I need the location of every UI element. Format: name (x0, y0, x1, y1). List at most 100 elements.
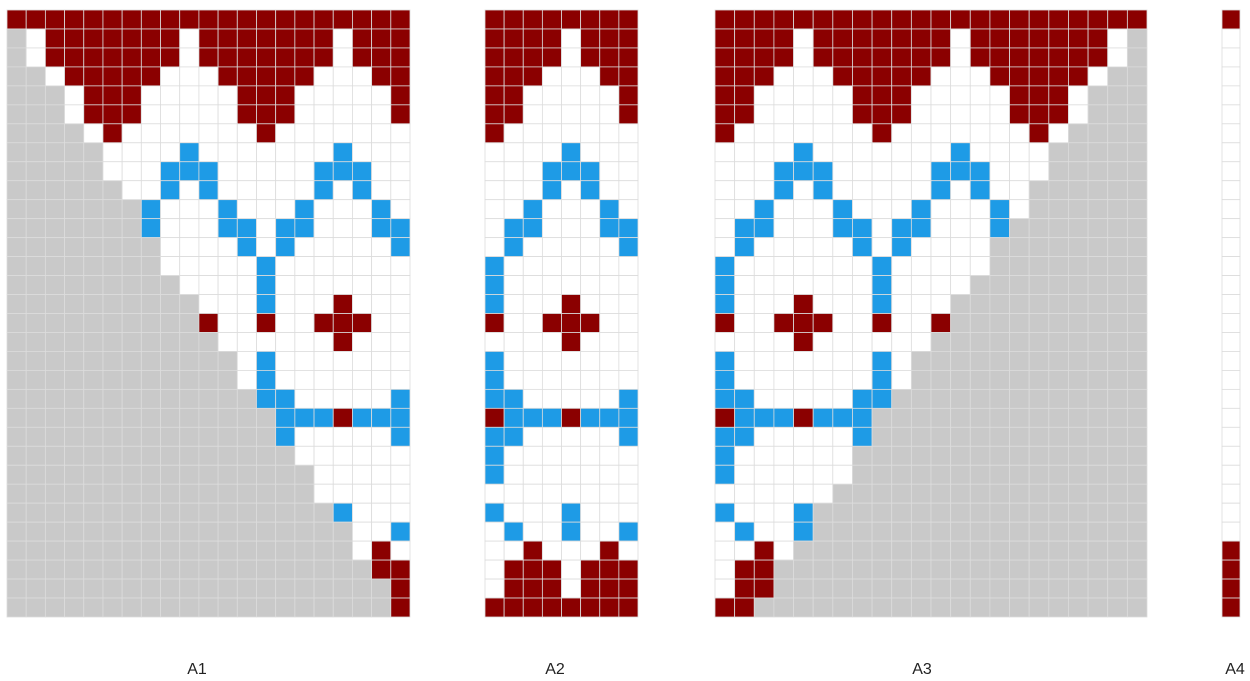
grid-cell (140, 464, 161, 485)
grid-cell (198, 464, 219, 485)
grid-cell (1221, 559, 1241, 580)
grid-cell (25, 559, 46, 580)
grid-cell (714, 85, 736, 106)
grid-cell (1221, 123, 1241, 144)
grid-cell (1126, 483, 1148, 504)
grid-cell (773, 332, 794, 352)
grid-cell (793, 275, 814, 295)
grid-cell (102, 445, 123, 466)
grid-cell (871, 218, 893, 239)
grid-cell (832, 521, 853, 542)
grid-cell (618, 199, 639, 220)
grid-cell (1221, 370, 1241, 390)
grid-cell (140, 370, 161, 390)
grid-cell (714, 66, 736, 87)
grid-cell (599, 388, 620, 409)
grid-cell (773, 578, 794, 599)
grid-cell (580, 502, 601, 523)
grid-cell (580, 47, 601, 68)
grid-cell (1048, 313, 1069, 333)
grid-cell (64, 275, 85, 295)
grid-cell (812, 66, 834, 87)
grid-cell (950, 28, 971, 49)
grid-cell (714, 578, 736, 599)
grid-cell (332, 540, 353, 561)
grid-cell (1009, 407, 1030, 428)
grid-cell (1048, 426, 1069, 447)
grid-cell (390, 275, 411, 295)
grid-cell (1087, 313, 1109, 333)
grid-cell (714, 464, 736, 485)
grid-cell (930, 161, 952, 182)
panel-label: A1 (187, 661, 207, 678)
grid-cell (714, 521, 736, 542)
grid-cell (753, 142, 775, 163)
grid-cell (989, 294, 1010, 314)
grid-cell (1126, 142, 1148, 163)
grid-cell (352, 521, 373, 542)
grid-cell (179, 559, 200, 580)
grid-cell (734, 332, 755, 352)
grid-cell (1221, 218, 1241, 239)
grid-cell (618, 104, 639, 125)
grid-cell (294, 218, 315, 239)
grid-cell (275, 161, 296, 182)
grid-cell (256, 464, 277, 485)
grid-cell (714, 407, 736, 428)
grid-cell (1126, 407, 1148, 428)
grid-cell (294, 180, 315, 201)
grid-cell (910, 9, 932, 30)
grid-cell (852, 407, 873, 428)
grid-cell (236, 370, 257, 390)
grid-cell (561, 540, 582, 561)
grid-cell (484, 28, 505, 49)
grid-cell (1087, 351, 1109, 371)
grid-cell (236, 142, 257, 163)
grid-cell (371, 275, 392, 295)
grid-cell (217, 161, 238, 182)
grid-cell (1028, 161, 1050, 182)
grid-cell (910, 123, 932, 144)
grid-cell (599, 332, 620, 352)
grid-cell (599, 9, 620, 30)
grid-cell (352, 445, 373, 466)
grid-cell (371, 9, 392, 30)
grid-cell (1028, 370, 1050, 390)
grid-cell (871, 123, 893, 144)
grid-cell (773, 445, 794, 466)
grid-cell (160, 66, 181, 87)
grid-cell (989, 199, 1010, 220)
grid-cell (522, 28, 543, 49)
grid-cell (313, 445, 334, 466)
grid-cell (950, 104, 971, 125)
grid-cell (313, 275, 334, 295)
grid-cell (1221, 199, 1241, 220)
grid-cell (891, 28, 912, 49)
grid-cell (313, 161, 334, 182)
grid-cell (179, 85, 200, 106)
grid-cell (198, 161, 219, 182)
grid-cell (832, 445, 853, 466)
grid-cell (503, 47, 524, 68)
grid-cell (852, 483, 873, 504)
grid-cell (217, 540, 238, 561)
grid-cell (390, 9, 411, 30)
grid-cell (1048, 540, 1069, 561)
grid-cell (969, 180, 991, 201)
grid-cell (44, 104, 65, 125)
grid-cell (734, 123, 755, 144)
grid-cell (753, 256, 775, 276)
grid-cell (1048, 161, 1069, 182)
grid-cell (332, 256, 353, 276)
grid-cell (541, 426, 562, 447)
grid-cell (522, 9, 543, 30)
grid-cell (1028, 9, 1050, 30)
grid-cell (950, 9, 971, 30)
grid-cell (25, 85, 46, 106)
grid-cell (140, 521, 161, 542)
grid-cell (618, 9, 639, 30)
grid-cell (390, 502, 411, 523)
grid-cell (871, 597, 893, 618)
grid-cell (969, 578, 991, 599)
grid-cell (1048, 332, 1069, 352)
